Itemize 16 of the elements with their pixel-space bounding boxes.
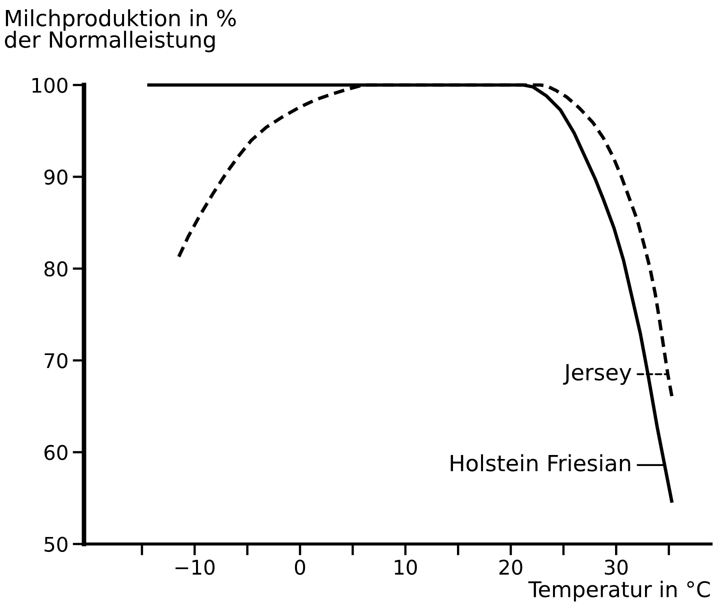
x-tick-label: −10 [176, 560, 215, 575]
x-tick-label: 20 [499, 560, 522, 575]
y-tick-label: 80 [44, 261, 68, 277]
y-tick-label: 70 [44, 353, 68, 368]
y-tick-label: 100 [32, 78, 68, 93]
y-tick-label: 50 [44, 536, 68, 552]
y-tick-label: 90 [44, 170, 68, 185]
x-axis-title: Temperatur in °C [528, 580, 710, 602]
x-tick-label: 30 [604, 560, 628, 575]
line-series [146, 83, 674, 504]
y-axis-title: Milchproduktion in % der Normalleistung [4, 9, 236, 52]
legend-label: Jersey [563, 364, 632, 385]
y-tick-label: 60 [44, 444, 68, 460]
legend-label: Holstein Friesian [450, 454, 630, 472]
x-tick-label: 10 [394, 560, 417, 575]
x-tick-label: 0 [294, 560, 306, 575]
